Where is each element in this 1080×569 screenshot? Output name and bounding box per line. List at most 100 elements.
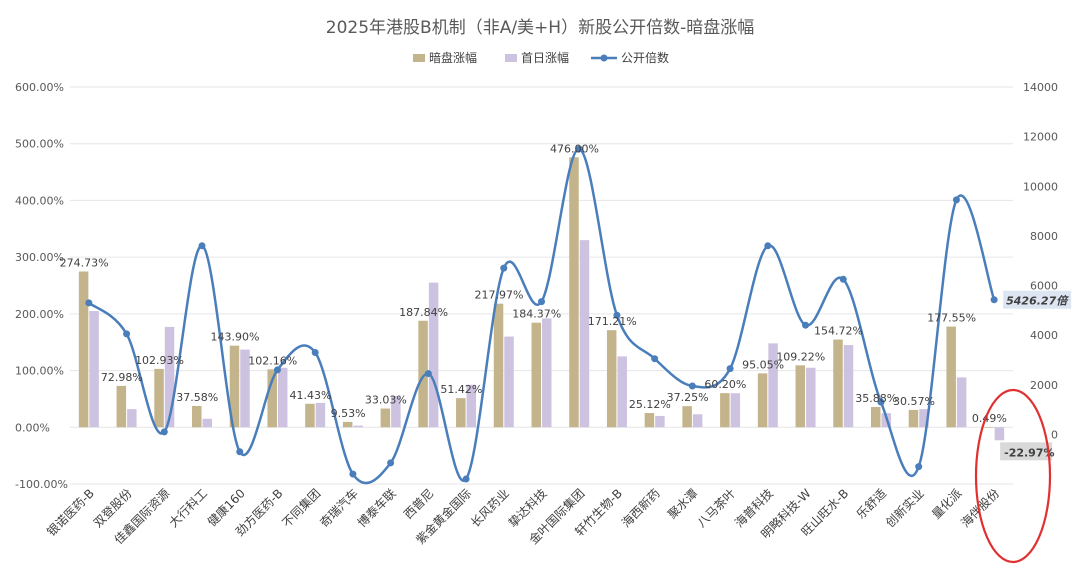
line-point xyxy=(915,463,923,471)
category-label: 银诺医药-B xyxy=(44,486,97,539)
bar-dark-pool xyxy=(682,406,692,428)
line-point xyxy=(462,475,470,483)
category-label: 聚水潭 xyxy=(665,486,700,521)
data-label: 95.05% xyxy=(742,358,784,371)
bar-first-day xyxy=(806,367,816,428)
data-label: 154.72% xyxy=(814,325,863,338)
category-label: 八马茶叶 xyxy=(694,486,739,531)
line-point xyxy=(688,382,696,390)
category-label: 创新实业 xyxy=(882,486,927,531)
neg-callout-bg xyxy=(1000,442,1053,461)
line-point xyxy=(651,355,659,363)
bar-dark-pool xyxy=(606,330,617,428)
data-label: 476.00% xyxy=(550,142,599,155)
x-axis: 银诺医药-B双登股份佳鑫国际资源大行科工健康160劲方医药-B不同集团奇瑞汽车博… xyxy=(44,485,1002,547)
bar-first-day xyxy=(240,349,250,428)
data-label: 0.49% xyxy=(972,412,1007,425)
data-label: 109.22% xyxy=(776,350,825,363)
right-axis-tick: 10000 xyxy=(1023,180,1058,193)
right-axis-tick: 0 xyxy=(1051,428,1058,441)
data-label: 143.90% xyxy=(211,331,260,344)
data-labels: 274.73% 72.98% 102.93% 37.58% 143.90% 102.16%… xyxy=(60,142,1007,425)
bar-first-day xyxy=(353,425,363,428)
bar-dark-pool xyxy=(305,403,315,428)
legend-swatch xyxy=(413,54,425,62)
bar-first-day xyxy=(391,396,401,428)
bar-first-day xyxy=(89,311,99,428)
bar-first-day xyxy=(202,418,213,428)
right-axis-tick: 8000 xyxy=(1030,230,1058,243)
data-label: 51.42% xyxy=(440,383,482,396)
category-label: 海西新药 xyxy=(618,486,663,531)
legend-label: 首日涨幅 xyxy=(521,50,569,65)
line-point xyxy=(952,196,960,204)
right-axis-tick: 12000 xyxy=(1023,131,1058,144)
line-point xyxy=(424,370,432,378)
data-label: 72.98% xyxy=(101,371,143,384)
bar-dark-pool xyxy=(154,368,164,428)
bar-dark-pool xyxy=(267,369,277,428)
bar-dark-pool xyxy=(342,421,353,428)
highlight-ellipse xyxy=(974,388,1052,564)
line-point xyxy=(613,311,621,319)
line-point xyxy=(85,299,93,307)
legend-marker xyxy=(600,54,608,62)
bar-first-day xyxy=(994,427,1005,441)
bar-first-day xyxy=(315,402,326,428)
bar-dark-pool xyxy=(192,405,202,428)
right-axis-tick: 6000 xyxy=(1030,280,1058,293)
bar-first-day xyxy=(542,318,552,428)
bar-first-day xyxy=(277,367,288,428)
right-axis-tick: 2000 xyxy=(1030,379,1058,392)
line-point xyxy=(764,242,772,250)
legend: 暗盘涨幅 首日涨幅 公开倍数 xyxy=(413,50,669,65)
bar-dark-pool xyxy=(418,320,428,428)
left-axis-tick: 600.00% xyxy=(15,81,64,94)
line-point xyxy=(877,398,885,406)
line-point xyxy=(349,470,357,478)
bar-dark-pool xyxy=(870,406,881,428)
left-axis-tick: -100.00% xyxy=(15,478,68,491)
line-point xyxy=(236,448,244,456)
line-point xyxy=(538,298,545,306)
data-label: 187.84% xyxy=(399,306,448,319)
line-point xyxy=(839,275,847,283)
left-axis-tick: 300.00% xyxy=(15,251,64,264)
bar-dark-pool xyxy=(833,339,843,428)
category-label: 大行科工 xyxy=(166,486,210,530)
line-callout-bg xyxy=(1003,290,1072,309)
data-label: 30.57% xyxy=(893,395,935,408)
data-label: 171.21% xyxy=(588,315,637,328)
bars xyxy=(78,157,1005,441)
data-label: 274.73% xyxy=(60,256,109,269)
bar-first-day xyxy=(692,414,703,428)
data-label: 41.43% xyxy=(289,389,331,402)
bar-dark-pool xyxy=(946,326,956,428)
left-axis-tick: 0.00% xyxy=(15,421,50,434)
bar-dark-pool xyxy=(380,408,391,428)
category-label: 西普尼 xyxy=(401,486,436,521)
line-series xyxy=(85,145,998,485)
bar-dark-pool xyxy=(795,365,806,428)
left-axis-tick: 500.00% xyxy=(15,138,64,151)
left-axis-tick: 400.00% xyxy=(15,194,64,207)
data-label: 37.58% xyxy=(176,391,218,404)
bar-first-day xyxy=(504,336,514,428)
bar-dark-pool xyxy=(229,345,240,428)
bar-first-day xyxy=(428,282,439,428)
line-point xyxy=(198,242,206,250)
line-point xyxy=(311,348,319,356)
bar-dark-pool xyxy=(908,409,919,428)
data-label: 184.37% xyxy=(512,308,561,321)
bar-first-day xyxy=(730,393,741,428)
data-label: 9.53% xyxy=(331,407,366,420)
bar-first-day xyxy=(617,356,627,428)
left-axis-tick: 200.00% xyxy=(15,308,64,321)
legend-label: 暗盘涨幅 xyxy=(429,50,477,65)
line-point xyxy=(160,428,168,436)
category-label: 乐舒适 xyxy=(854,486,889,521)
bar-first-day xyxy=(164,326,175,428)
line-point xyxy=(387,459,395,467)
left-axis: 600.00% 500.00% 400.00% 300.00% 200.00% 100.0… xyxy=(15,81,68,491)
right-axis-tick: 4000 xyxy=(1030,329,1058,342)
